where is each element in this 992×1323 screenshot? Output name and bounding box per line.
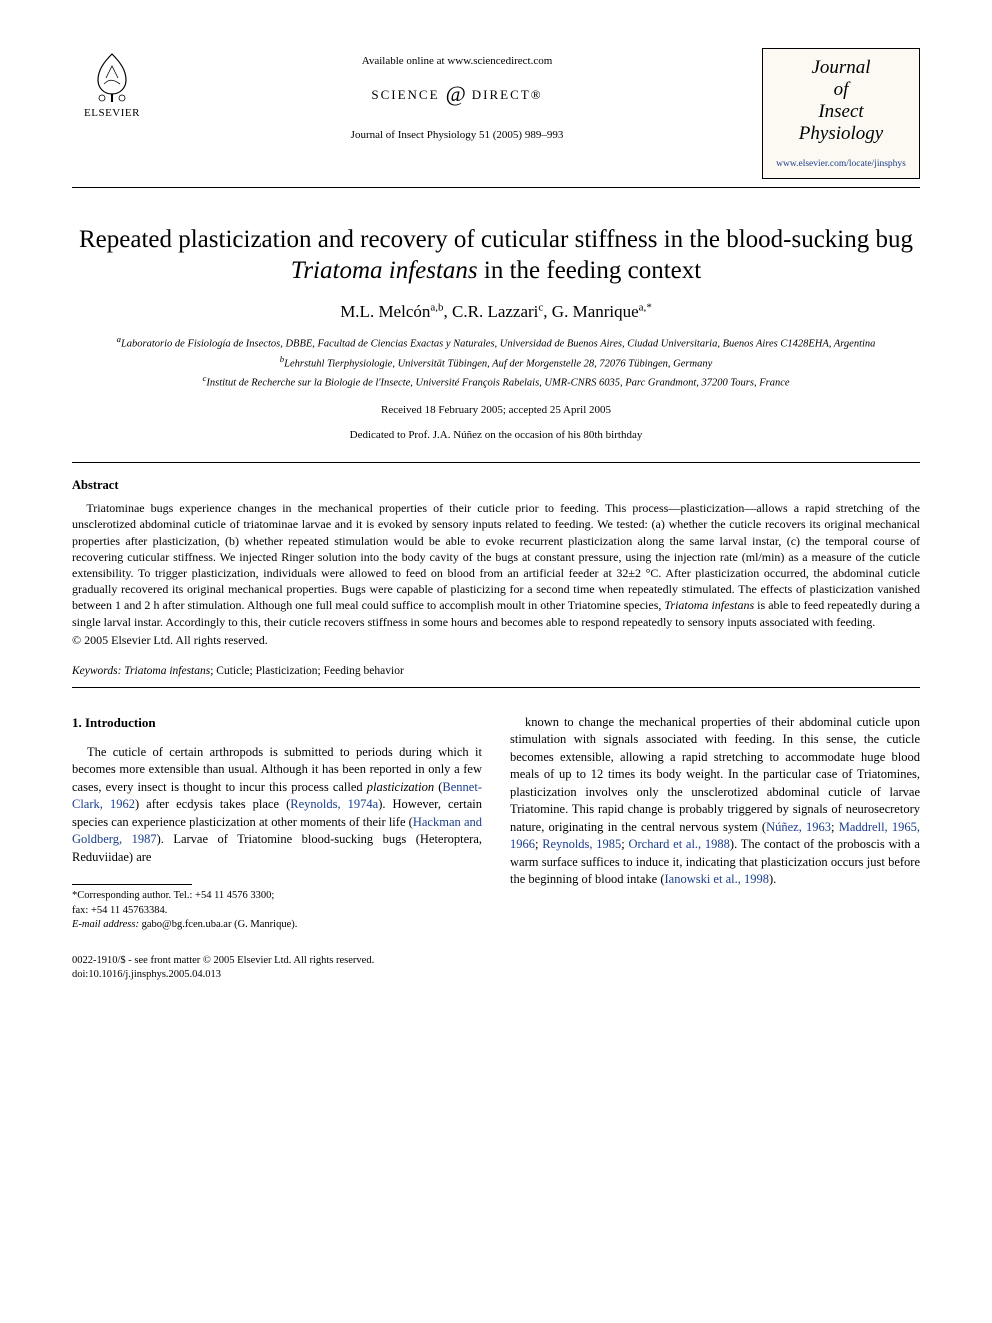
keywords-species: Triatoma infestans	[124, 665, 210, 677]
ref-ianowski[interactable]: Ianowski et al., 1998	[664, 872, 769, 886]
journal-title-line1: Journal	[767, 57, 915, 79]
corresponding-footnote: *Corresponding author. Tel.: +54 11 4576…	[72, 889, 482, 932]
journal-title-line4: Physiology	[767, 123, 915, 145]
authors-line: M.L. Melcóna,b, C.R. Lazzaric, G. Manriq…	[72, 300, 920, 324]
sd-at-icon: @	[446, 79, 466, 110]
sciencedirect-logo: SCIENCE @ DIRECT®	[371, 79, 542, 110]
author-1-affil: a,b	[430, 302, 443, 314]
abstract-heading: Abstract	[72, 477, 920, 495]
footnote-email: E-mail address: gabo@bg.fcen.uba.ar (G. …	[72, 918, 482, 932]
article-title: Repeated plasticization and recovery of …	[72, 224, 920, 287]
page-footer: 0022-1910/$ - see front matter © 2005 El…	[72, 954, 920, 981]
sd-left: SCIENCE	[371, 86, 439, 104]
journal-box-wrap: Journal of Insect Physiology www.elsevie…	[762, 48, 920, 179]
journal-reference: Journal of Insect Physiology 51 (2005) 9…	[152, 128, 762, 143]
elsevier-tree-icon	[84, 48, 140, 104]
footer-doi: doi:10.1016/j.jinsphys.2005.04.013	[72, 968, 920, 982]
footer-front-matter: 0022-1910/$ - see front matter © 2005 El…	[72, 954, 920, 968]
author-2: , C.R. Lazzari	[444, 302, 539, 321]
author-3: , G. Manrique	[543, 302, 638, 321]
abstract-body: Triatominae bugs experience changes in t…	[72, 500, 920, 630]
journal-title-box: Journal of Insect Physiology www.elsevie…	[762, 48, 920, 179]
abstract-bottom-rule	[72, 687, 920, 688]
header-rule	[72, 187, 920, 188]
title-pre: Repeated plasticization and recovery of …	[79, 226, 913, 253]
body-columns: 1. Introduction The cuticle of certain a…	[72, 714, 920, 932]
copyright-line: © 2005 Elsevier Ltd. All rights reserved…	[72, 632, 920, 649]
ref-nunez[interactable]: Núñez, 1963	[766, 820, 831, 834]
right-column: known to change the mechanical propertie…	[510, 714, 920, 932]
ref-reynolds-1985[interactable]: Reynolds, 1985	[542, 837, 621, 851]
intro-para-1: The cuticle of certain arthropods is sub…	[72, 744, 482, 867]
elsevier-label: ELSEVIER	[84, 106, 140, 121]
footnote-rule	[72, 884, 192, 885]
intro-para-2: known to change the mechanical propertie…	[510, 714, 920, 889]
available-online-text: Available online at www.sciencedirect.co…	[152, 54, 762, 69]
page-header: ELSEVIER Available online at www.science…	[72, 48, 920, 179]
corresponding-star: *	[646, 302, 652, 314]
abstract-text-1: Triatominae bugs experience changes in t…	[72, 501, 920, 612]
ref-orchard[interactable]: Orchard et al., 1988	[628, 837, 729, 851]
title-post: in the feeding context	[478, 257, 702, 284]
keywords-label: Keywords:	[72, 665, 121, 677]
abstract-species: Triatoma infestans	[664, 598, 754, 612]
section-1-heading: 1. Introduction	[72, 714, 482, 732]
abstract-top-rule	[72, 462, 920, 463]
author-1: M.L. Melcón	[340, 302, 430, 321]
affiliation-b: bLehrstuhl Tierphysiologie, Universität …	[72, 354, 920, 372]
footnote-fax: fax: +54 11 45763384.	[72, 904, 482, 918]
journal-title-line3: Insect	[767, 101, 915, 123]
elsevier-logo-block: ELSEVIER	[72, 48, 152, 121]
sd-right: DIRECT®	[472, 86, 543, 104]
article-dates: Received 18 February 2005; accepted 25 A…	[72, 403, 920, 418]
journal-title-line2: of	[767, 79, 915, 101]
ref-reynolds-1974[interactable]: Reynolds, 1974a	[290, 797, 378, 811]
center-header: Available online at www.sciencedirect.co…	[152, 48, 762, 144]
left-column: 1. Introduction The cuticle of certain a…	[72, 714, 482, 932]
affiliation-a: aLaboratorio de Fisiología de Insectos, …	[72, 334, 920, 352]
keywords-line: Keywords: Triatoma infestans; Cuticle; P…	[72, 663, 920, 679]
affiliation-c: cInstitut de Recherche sur la Biologie d…	[72, 373, 920, 391]
footnote-tel: *Corresponding author. Tel.: +54 11 4576…	[72, 889, 482, 903]
title-species: Triatoma infestans	[291, 257, 478, 284]
keywords-rest: ; Cuticle; Plasticization; Feeding behav…	[210, 665, 404, 677]
journal-link[interactable]: www.elsevier.com/locate/jinsphys	[767, 158, 915, 171]
dedication-text: Dedicated to Prof. J.A. Núñez on the occ…	[72, 428, 920, 443]
